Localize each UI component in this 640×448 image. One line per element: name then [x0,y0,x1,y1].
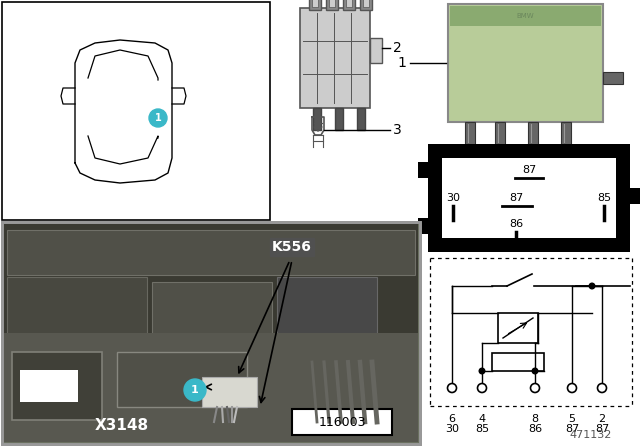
Bar [363,0,369,7]
Circle shape [589,283,595,289]
Bar [312,0,318,7]
Bar [357,108,365,130]
Text: 116003: 116003 [318,415,365,428]
Bar [450,6,601,26]
Bar [329,0,335,7]
Text: 87: 87 [522,165,536,175]
Circle shape [568,383,577,392]
Text: 471132: 471132 [570,430,612,440]
Text: 30: 30 [445,424,459,434]
Bar [7,230,415,275]
Bar [2,222,420,444]
Circle shape [479,368,485,374]
Bar [448,4,603,122]
Bar [442,158,616,238]
Bar [2,2,270,220]
Text: BMW: BMW [516,13,534,19]
Bar [309,0,321,10]
Text: 87: 87 [565,424,579,434]
Bar [370,38,382,63]
Bar [152,282,272,342]
Circle shape [598,383,607,392]
Bar [7,277,147,357]
Bar [343,0,355,10]
Text: 4: 4 [479,414,486,424]
Circle shape [531,383,540,392]
Bar [2,222,420,444]
Text: 86: 86 [528,424,542,434]
Bar [300,8,370,108]
Bar [335,108,343,130]
Bar [12,352,102,420]
Bar [418,218,428,234]
Text: 8: 8 [531,414,539,424]
Bar [465,122,475,146]
Bar [292,409,392,435]
Bar [603,72,623,84]
Text: 86: 86 [509,219,523,229]
Text: 1: 1 [155,113,161,123]
Bar [498,313,538,343]
Text: 30: 30 [446,193,460,203]
Bar [360,0,372,10]
Text: 87: 87 [509,193,523,203]
Circle shape [447,383,456,392]
Bar [4,333,418,442]
Bar [277,277,377,347]
Circle shape [477,383,486,392]
Bar [202,377,257,407]
Bar [4,224,418,335]
Text: K556: K556 [272,240,312,254]
Bar [492,353,544,371]
Bar [346,0,352,7]
Bar [117,352,247,407]
Bar [528,122,538,146]
Bar [495,122,505,146]
Text: 2: 2 [598,414,605,424]
Text: 1: 1 [397,56,406,70]
Bar [313,108,321,130]
Bar [418,162,428,178]
Circle shape [532,368,538,374]
Bar [561,122,571,146]
Text: X3148: X3148 [95,418,149,434]
Text: 2: 2 [393,41,402,55]
Circle shape [184,379,206,401]
Text: 6: 6 [449,414,456,424]
Bar [630,188,640,204]
Bar [20,370,78,402]
Text: 85: 85 [475,424,489,434]
Bar [326,0,338,10]
Circle shape [149,109,167,127]
Text: 5: 5 [568,414,575,424]
Bar [428,144,630,252]
Text: 1: 1 [191,385,199,395]
Text: 85: 85 [597,193,611,203]
Text: 87: 87 [595,424,609,434]
Text: 3: 3 [393,123,402,137]
